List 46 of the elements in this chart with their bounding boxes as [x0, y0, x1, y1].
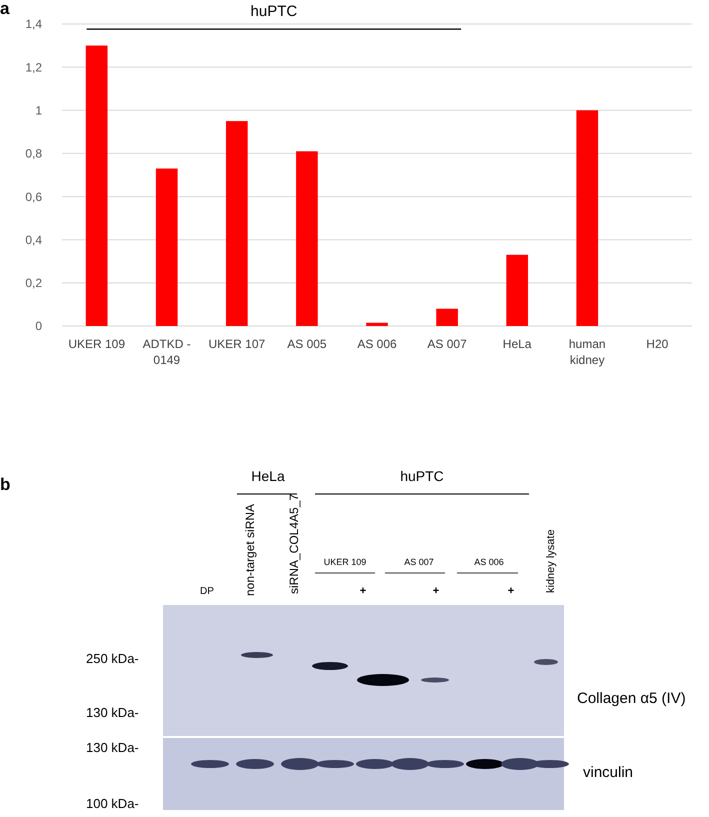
text: +	[432, 585, 440, 597]
text: non-target siRNA	[243, 504, 257, 596]
x-tick-label: AS 005	[287, 337, 327, 351]
bar	[86, 46, 108, 326]
x-tick-label: AS 006	[357, 337, 397, 351]
bar	[576, 110, 598, 326]
text: UKER 109	[324, 557, 366, 567]
y-tick-label: 0	[35, 319, 42, 334]
x-tick-label: ADTKD - 0149	[142, 337, 191, 367]
bar	[156, 168, 178, 326]
text: DP	[200, 586, 214, 597]
text: Collagen α5 (IV)	[577, 690, 686, 707]
bar	[296, 151, 318, 326]
x-tick-label: AS 007	[427, 337, 468, 351]
y-tick-label: 0,6	[25, 190, 42, 204]
text: 100 kDa-	[86, 796, 139, 811]
text: b	[0, 475, 10, 494]
bar	[226, 121, 248, 326]
text: vinculin	[583, 764, 634, 781]
text: kidney lysate	[545, 529, 557, 593]
y-tick-label: 0,2	[25, 276, 42, 290]
x-tick-label: human kidney	[568, 337, 606, 367]
y-tick-label: 1,2	[25, 60, 42, 74]
x-tick-label: UKER 109	[68, 337, 126, 351]
text: 130 kDa-	[86, 705, 139, 720]
text: +	[360, 585, 366, 597]
y-tick-label: 1,4	[25, 17, 42, 32]
x-tick-label: UKER 107	[208, 337, 266, 351]
y-tick-label: 1	[35, 103, 42, 118]
x-tick-label: HeLa	[502, 337, 532, 351]
text: huPTC	[250, 3, 298, 20]
text: HeLa	[251, 468, 285, 484]
text: AS 007	[404, 557, 434, 567]
chart-title: a	[0, 0, 10, 18]
text: 130 kDa-	[86, 740, 139, 755]
text: 250 kDa-	[86, 651, 139, 666]
bar	[436, 308, 458, 326]
text: AS 006	[474, 557, 504, 567]
bar	[506, 254, 528, 326]
bar	[366, 322, 388, 326]
y-tick-label: 0,8	[25, 146, 42, 161]
x-tick-label: H20	[646, 337, 669, 351]
text: siRNA_COL4A5_7	[287, 494, 301, 594]
y-tick-label: 0,4	[25, 232, 42, 247]
text: huPTC	[400, 468, 444, 484]
text: +	[508, 585, 514, 597]
